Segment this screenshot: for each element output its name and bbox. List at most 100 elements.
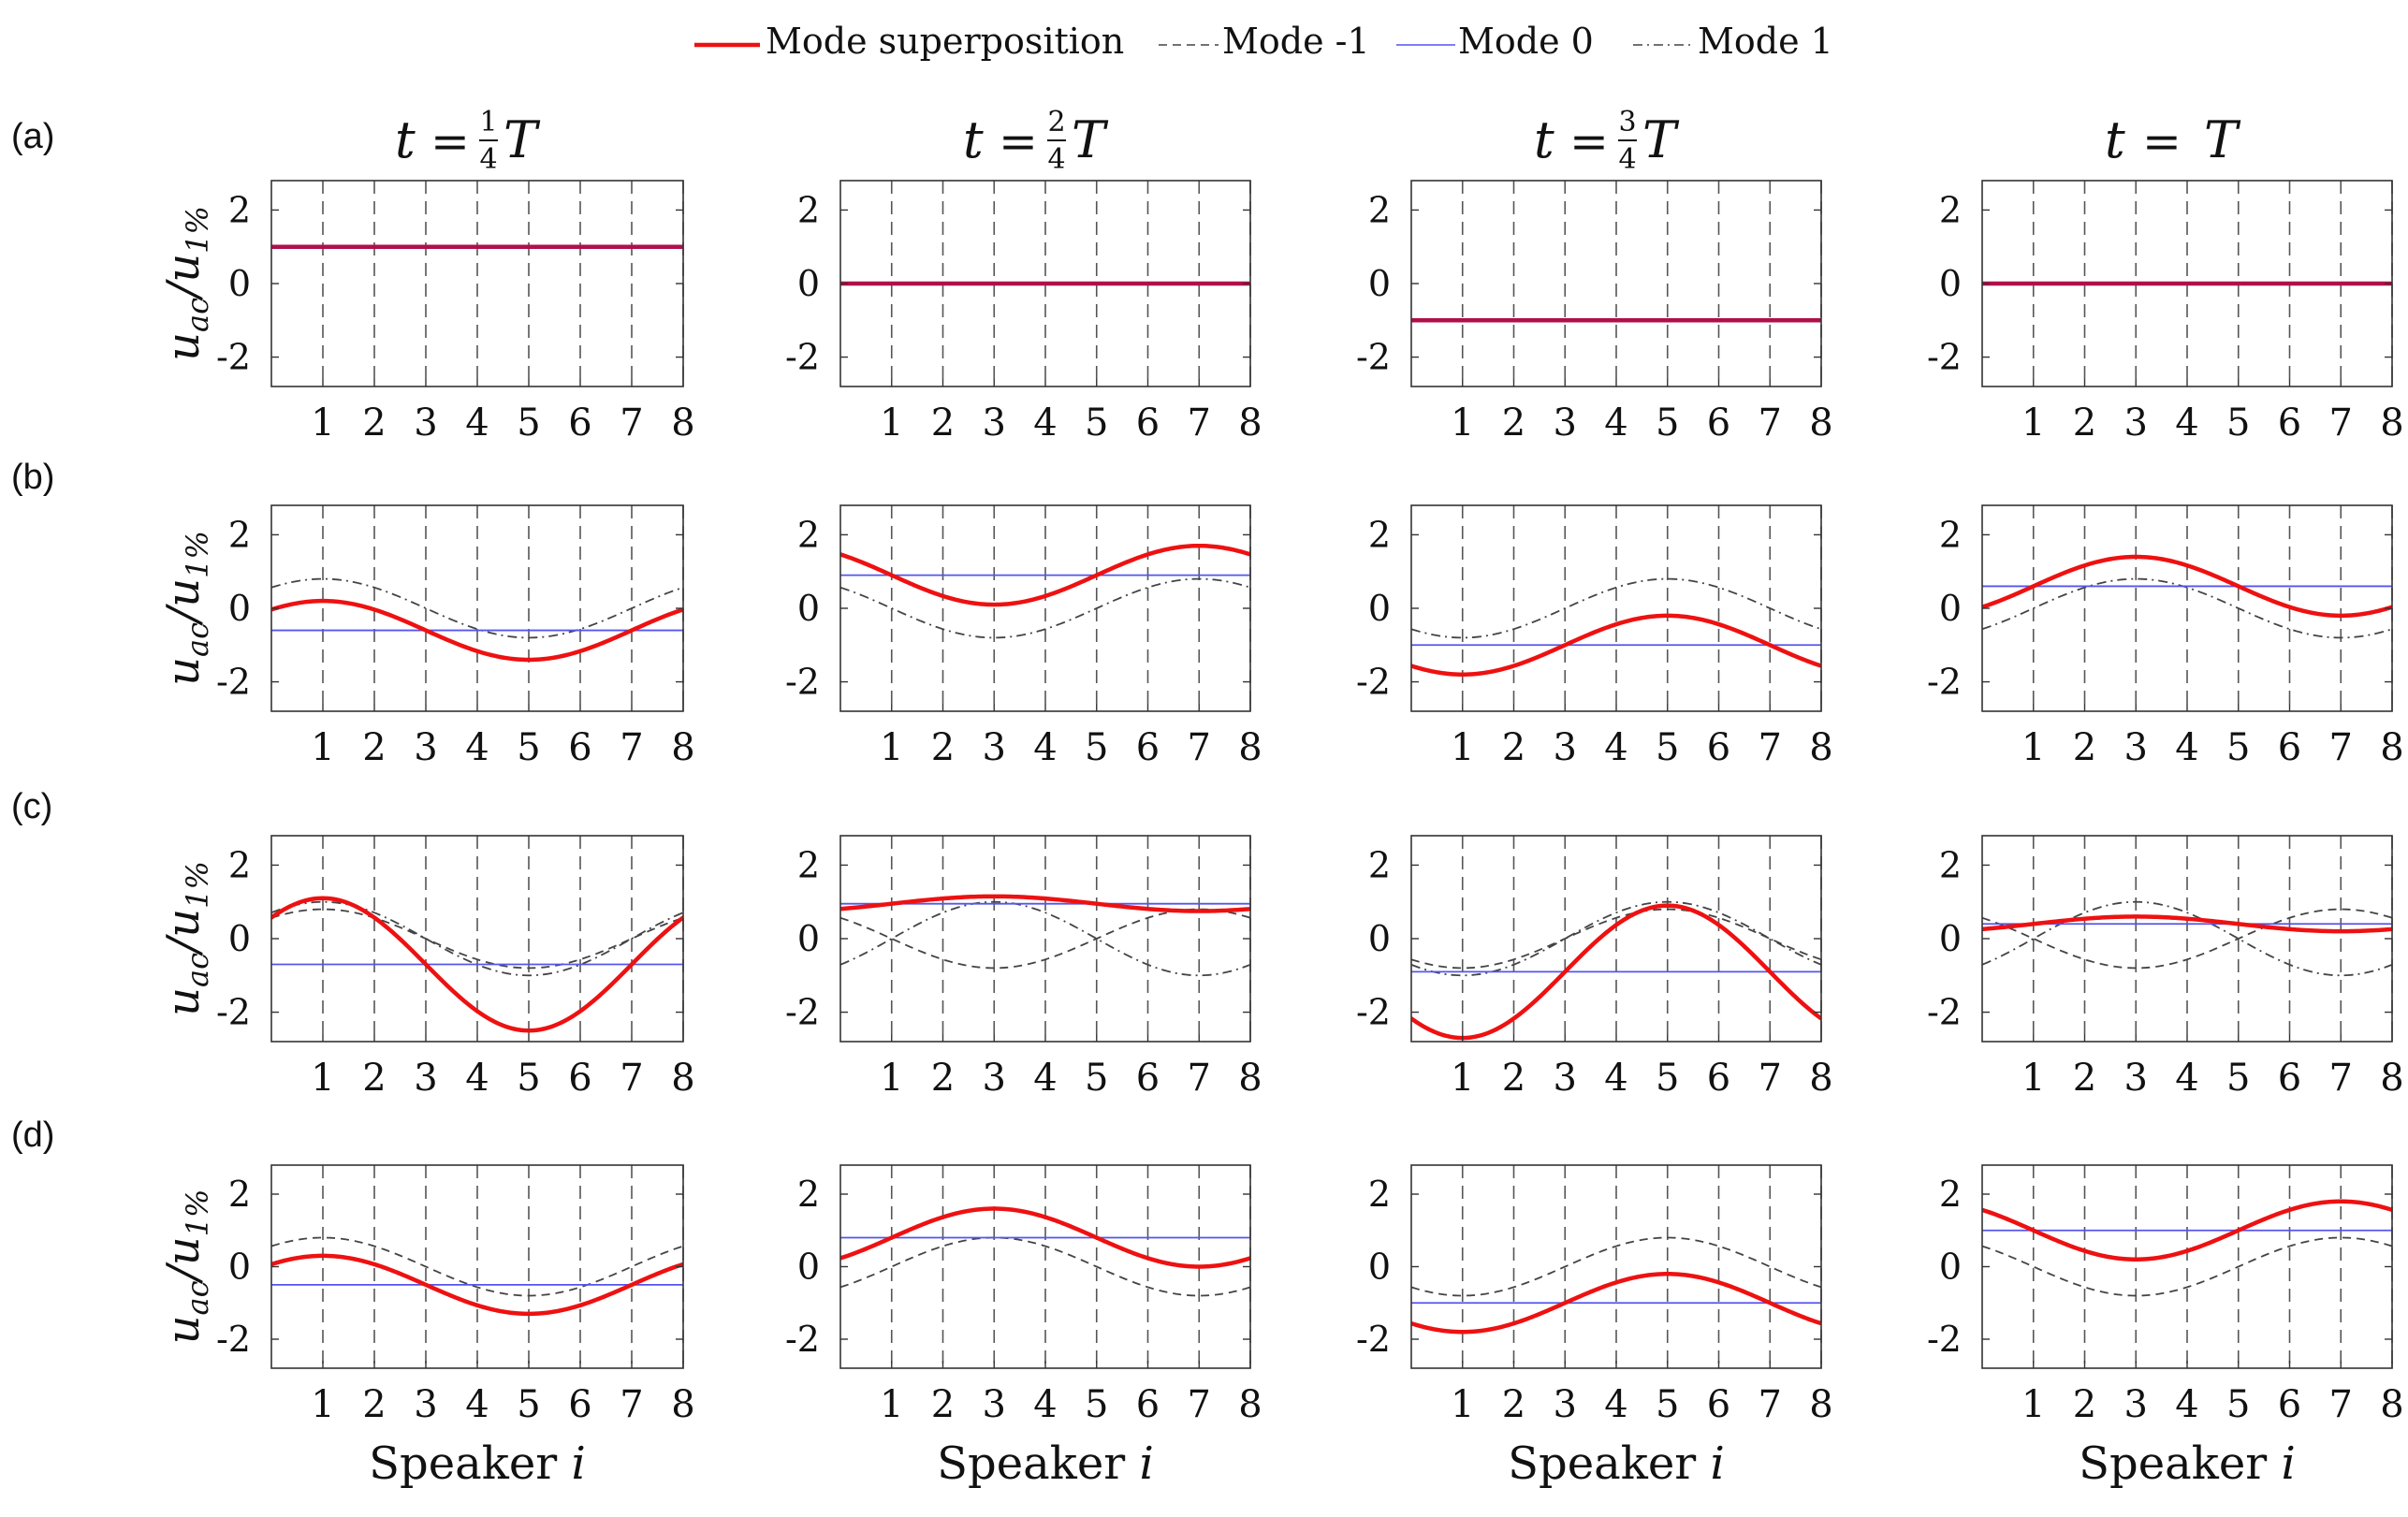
x-tick-label: 8 <box>1238 1057 1262 1100</box>
legend-label-mp1: Mode 1 <box>1698 21 1833 62</box>
x-tick-label: 1 <box>2021 401 2045 445</box>
y-tick-label: 0 <box>228 588 251 629</box>
x-tick-label: 1 <box>880 1057 903 1100</box>
x-tick-label: 3 <box>414 726 437 769</box>
column-title-1: t = 1 4 T <box>395 106 541 176</box>
y-tick-label: 2 <box>1368 844 1391 885</box>
legend-label-sum: Mode superposition <box>766 21 1124 62</box>
x-tick-label: 7 <box>1188 401 1211 445</box>
x-axis-label-word: Speaker <box>1508 1437 1710 1490</box>
x-tick-label: 5 <box>2226 1057 2250 1100</box>
x-tick-label: 2 <box>1502 401 1525 445</box>
y-tick-label: -2 <box>216 992 251 1033</box>
plot-area <box>271 1236 683 1317</box>
y-tick-label: 0 <box>797 1247 820 1288</box>
y-tick-label: 2 <box>1368 514 1391 555</box>
y-axis-label-part: u <box>157 578 210 607</box>
y-tick-label: -2 <box>216 337 251 378</box>
title-var-t: t <box>1534 110 1554 169</box>
y-axis-label-part: 1% <box>180 531 215 578</box>
series-mode-superposition <box>1982 914 2392 934</box>
x-tick-label: 7 <box>1759 1383 1782 1426</box>
x-tick-label: 3 <box>1554 1383 1577 1426</box>
x-tick-label: 3 <box>2124 1057 2148 1100</box>
x-tick-label: 4 <box>1604 1057 1627 1100</box>
x-tick-label: 2 <box>1502 726 1525 769</box>
x-tick-label: 5 <box>517 726 540 769</box>
y-tick-label: -2 <box>1356 992 1391 1033</box>
title-period-T: T <box>503 110 541 169</box>
y-tick-label: 0 <box>797 588 820 629</box>
x-tick-label: 2 <box>931 401 955 445</box>
y-tick-label: -2 <box>1927 1319 1962 1360</box>
x-axis-label-var: i <box>2281 1437 2295 1490</box>
title-var-t: t <box>2105 110 2125 169</box>
x-tick-label: 1 <box>311 1383 334 1426</box>
x-tick-label: 2 <box>2073 401 2096 445</box>
y-tick-label: 2 <box>1939 1174 1962 1215</box>
y-axis-label-part: ac <box>180 622 215 657</box>
x-tick-label: 6 <box>1707 1383 1730 1426</box>
x-tick-label: 2 <box>362 726 386 769</box>
x-tick-label: 5 <box>517 1383 540 1426</box>
title-fraction-numerator: 1 <box>479 106 497 139</box>
x-tick-label: 8 <box>1238 1383 1262 1426</box>
x-tick-label: 1 <box>1451 726 1474 769</box>
title-fraction-numerator: 3 <box>1618 106 1636 139</box>
y-tick-label: -2 <box>785 992 820 1033</box>
x-tick-label: 4 <box>2175 1057 2198 1100</box>
x-tick-label: 8 <box>1809 401 1832 445</box>
x-axis-label-word: Speaker <box>937 1437 1139 1490</box>
x-tick-label: 7 <box>2329 1057 2353 1100</box>
x-tick-label: 4 <box>1604 726 1627 769</box>
y-tick-label: -2 <box>785 1319 820 1360</box>
x-tick-label: 7 <box>620 1383 643 1426</box>
series-mode-minus1 <box>840 1236 1250 1297</box>
x-axis-label: Speaker i <box>937 1437 1154 1490</box>
x-tick-label: 3 <box>414 1383 437 1426</box>
x-tick-label: 6 <box>2278 726 2301 769</box>
x-tick-label: 7 <box>1188 1383 1211 1426</box>
title-fraction-numerator: 2 <box>1047 106 1065 139</box>
y-tick-label: 2 <box>1939 189 1962 230</box>
series-mode-superposition <box>840 894 1250 913</box>
series-mode-plus1 <box>840 900 1250 977</box>
series-mode-plus1 <box>1982 577 2392 639</box>
x-tick-label: 8 <box>1238 401 1262 445</box>
series-mode-minus1 <box>1982 1236 2392 1297</box>
panel-c-3: 20-21 2 3 4 5 6 7 8 <box>1356 835 1833 1100</box>
x-tick-label: 4 <box>1604 401 1627 445</box>
column-title-3: t = 3 4 T <box>1534 106 1680 176</box>
panel-b-3: 20-21 2 3 4 5 6 7 8 <box>1356 504 1833 769</box>
y-tick-label: -2 <box>1356 1319 1391 1360</box>
x-tick-label: 5 <box>1085 401 1108 445</box>
panel-a-2: 20-21 2 3 4 5 6 7 8 <box>785 180 1262 445</box>
x-tick-label: 6 <box>568 1057 591 1100</box>
x-tick-label: 6 <box>568 1383 591 1426</box>
x-tick-label: 7 <box>620 1057 643 1100</box>
x-tick-label: 7 <box>1759 726 1782 769</box>
y-axis-label-part: u <box>157 254 210 283</box>
series-mode-superposition <box>1411 903 1821 1041</box>
x-tick-label: 4 <box>2175 401 2198 445</box>
series-mode-superposition <box>1411 613 1821 677</box>
y-tick-label: 2 <box>1939 514 1962 555</box>
y-tick-label: -2 <box>1927 662 1962 703</box>
title-fraction-denominator: 4 <box>479 143 497 176</box>
x-tick-label: 4 <box>2175 1383 2198 1426</box>
y-tick-label: 2 <box>797 844 820 885</box>
y-tick-label: 2 <box>1368 1174 1391 1215</box>
y-tick-label: 0 <box>1368 588 1391 629</box>
series-mode-plus1 <box>271 577 683 639</box>
x-tick-label: 5 <box>1656 1383 1679 1426</box>
x-tick-label: 2 <box>362 1057 386 1100</box>
x-tick-label: 1 <box>1451 1057 1474 1100</box>
x-tick-label: 6 <box>1707 401 1730 445</box>
x-tick-label: 4 <box>465 1057 489 1100</box>
x-tick-label: 3 <box>983 1383 1006 1426</box>
